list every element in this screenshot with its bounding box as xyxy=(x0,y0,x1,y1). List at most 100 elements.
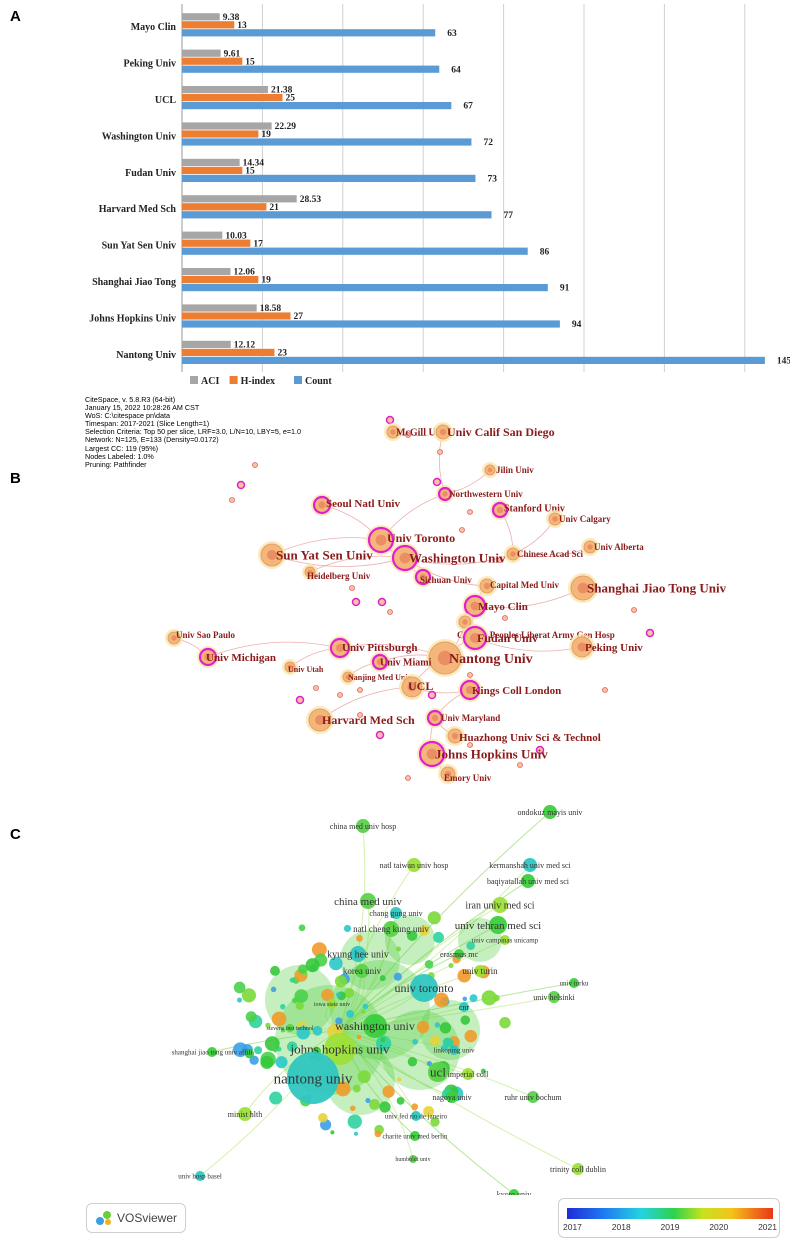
bar-aci xyxy=(182,304,257,312)
vos-label: washington univ xyxy=(335,1019,415,1033)
vos-label: univ turku xyxy=(560,979,589,987)
node-core xyxy=(487,467,493,473)
vos-label: charite univ med berlin xyxy=(382,1132,448,1140)
vos-minor-node xyxy=(318,1112,328,1123)
panel-label-c: C xyxy=(10,826,21,843)
data-label: 64 xyxy=(451,65,461,75)
vos-minor-node xyxy=(343,924,352,933)
bar-hindex xyxy=(182,166,243,174)
minor-node xyxy=(337,692,343,698)
legend-swatch xyxy=(190,376,198,384)
meta-line: Timespan: 2017-2021 (Slice Length=1) xyxy=(85,419,210,429)
data-label: 15 xyxy=(245,57,255,67)
vos-minor-node xyxy=(273,1048,278,1053)
vos-label: chang gung univ xyxy=(369,909,422,918)
vos-node xyxy=(324,1033,356,1065)
data-label: 73 xyxy=(487,175,497,185)
vos-node xyxy=(411,1111,421,1121)
minor-node xyxy=(432,477,442,487)
node-label: Univ Pittsburgh xyxy=(342,642,418,654)
vos-label: kyung hee univ xyxy=(327,950,389,961)
vos-label: iran univ med sci xyxy=(465,901,534,912)
node-label: UCL xyxy=(408,679,433,693)
node-core xyxy=(451,732,459,740)
vos-minor-node xyxy=(412,1038,418,1045)
node-core xyxy=(335,643,345,653)
node-core xyxy=(267,550,277,560)
vos-label: ondokuz mayis univ xyxy=(518,808,583,817)
vos-minor-node xyxy=(361,1009,366,1014)
vos-minor-node xyxy=(433,931,444,943)
node-label: Univ Calif San Diego xyxy=(447,425,555,439)
vos-node xyxy=(500,935,510,945)
bar-aci xyxy=(182,13,220,21)
data-label: 12.06 xyxy=(233,268,255,278)
minor-node xyxy=(602,687,608,693)
vos-minor-node xyxy=(347,1114,362,1129)
vos-minor-node xyxy=(427,911,441,925)
node-core xyxy=(437,650,453,666)
node-label: Johns Hopkins Univ xyxy=(435,747,548,762)
vos-label: univ helsinki xyxy=(533,993,575,1002)
bar-aci xyxy=(182,340,231,348)
vos-minor-node xyxy=(312,1025,323,1036)
vos-minor-node xyxy=(357,1070,371,1084)
vos-minor-node xyxy=(369,1099,380,1110)
network-link xyxy=(207,641,341,658)
vos-node xyxy=(428,1062,448,1082)
node-core xyxy=(483,582,491,590)
colorbar-ticks: 2017 2018 2019 2020 2021 xyxy=(563,1222,777,1232)
data-label: 27 xyxy=(294,312,304,322)
vos-minor-node xyxy=(397,1077,402,1082)
node-core xyxy=(470,601,480,611)
vos-minor-node xyxy=(353,1131,359,1136)
vos-minor-node xyxy=(275,1056,288,1069)
bar-count xyxy=(182,247,528,255)
vos-minor-node xyxy=(356,935,363,942)
node-label: Univ Miami xyxy=(380,658,432,669)
vos-minor-node xyxy=(233,1042,248,1058)
vos-label: iowa state univ xyxy=(314,1002,350,1008)
bar-aci xyxy=(182,49,221,57)
node-core xyxy=(376,658,384,666)
vos-node xyxy=(474,965,486,977)
vos-minor-node xyxy=(334,975,348,988)
legend-swatch xyxy=(229,376,238,384)
vos-node xyxy=(543,805,557,819)
node-label: Peking Univ xyxy=(585,642,643,654)
vos-minor-node xyxy=(260,1055,274,1069)
vos-label: nagoya univ xyxy=(432,1093,471,1102)
minor-node xyxy=(427,690,437,700)
vos-label: kermanshah univ med sci xyxy=(489,861,571,870)
vosviewer-logo-icon xyxy=(96,1211,111,1225)
vos-minor-node xyxy=(365,1097,371,1104)
minor-node xyxy=(252,462,258,468)
vos-node xyxy=(363,1014,387,1038)
minor-node xyxy=(467,509,473,515)
minor-node xyxy=(405,775,411,781)
minor-node xyxy=(236,480,246,490)
minor-node xyxy=(467,672,473,678)
minor-node xyxy=(535,745,545,755)
vos-minor-node xyxy=(264,1036,280,1052)
data-label: 94 xyxy=(572,320,582,330)
vos-node xyxy=(569,978,579,988)
vos-label: kyoto univ xyxy=(497,1190,531,1195)
vos-minor-node xyxy=(460,1015,471,1025)
minor-node xyxy=(375,730,385,740)
legend-entry: Count xyxy=(305,376,332,387)
vos-node xyxy=(407,858,421,872)
category-label: Peking Univ xyxy=(123,59,176,70)
vos-label: minist hlth xyxy=(228,1110,262,1119)
node-core xyxy=(510,551,516,557)
vos-label: erasmus mc xyxy=(440,950,478,959)
node-label: Sun Yat Sen Univ xyxy=(276,548,373,563)
data-label: 21 xyxy=(269,203,279,213)
colorbar-tick: 2018 xyxy=(611,1222,631,1232)
minor-node xyxy=(229,497,235,503)
vos-label: baqiyatallah univ med sci xyxy=(487,877,570,886)
vos-minor-node xyxy=(411,1103,419,1111)
vos-node xyxy=(350,946,366,962)
bar-aci xyxy=(182,122,272,130)
